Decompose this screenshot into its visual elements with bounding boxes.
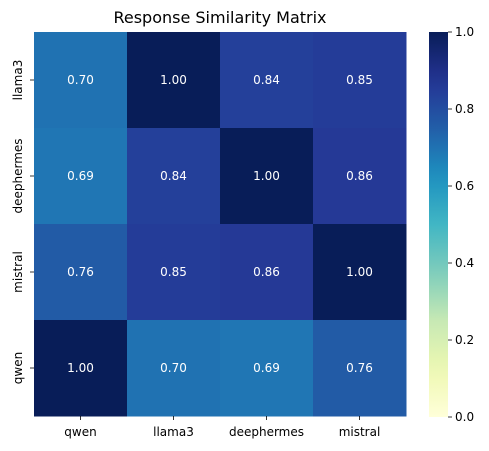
cell-value-label: 0.85 — [346, 73, 373, 87]
cell-value-label: 0.69 — [253, 361, 280, 375]
colorbar-tick-label: 1.0 — [455, 25, 474, 39]
cell-value-label: 0.86 — [346, 169, 373, 183]
heatmap-cells: 0.70 1.00 0.84 0.85 0.69 0.84 1.00 0.86 0.76 0.85… — [34, 32, 407, 417]
cell-value-label: 1.00 — [160, 73, 187, 87]
cell-value-label: 0.69 — [67, 169, 94, 183]
heatmap-cell — [313, 128, 407, 225]
y-tick-label: deephermes — [11, 138, 25, 213]
cell-value-label: 0.76 — [67, 265, 94, 279]
chart-title: Response Similarity Matrix — [113, 8, 326, 27]
colorbar — [429, 32, 448, 417]
y-tick-label: llama3 — [11, 60, 25, 101]
colorbar-tick-label: 0.4 — [455, 256, 474, 270]
y-axis: llama3 deephermes mistral qwen — [11, 60, 34, 384]
x-tick-label: qwen — [64, 425, 96, 439]
heatmap-cell — [313, 32, 407, 129]
y-tick-label: mistral — [11, 251, 25, 293]
colorbar-tick-label: 0.2 — [455, 333, 474, 347]
cell-value-label: 0.70 — [67, 73, 94, 87]
heatmap-cell — [220, 224, 314, 321]
x-tick-label: deephermes — [229, 425, 304, 439]
colorbar-tick-label: 0.0 — [455, 410, 474, 424]
x-tick-label: mistral — [339, 425, 381, 439]
x-tick-label: llama3 — [153, 425, 194, 439]
heatmap-cell — [220, 32, 314, 129]
heatmap-cell — [220, 128, 314, 225]
x-axis: qwen llama3 deephermes mistral — [64, 416, 380, 439]
y-tick-label: qwen — [11, 352, 25, 384]
cell-value-label: 0.70 — [160, 361, 187, 375]
cell-value-label: 0.84 — [160, 169, 187, 183]
heatmap-cell — [34, 224, 128, 321]
heatmap-cell — [313, 320, 407, 417]
cell-value-label: 0.86 — [253, 265, 280, 279]
heatmap-cell — [34, 320, 128, 417]
cell-value-label: 0.85 — [160, 265, 187, 279]
colorbar-ticks: 0.0 0.2 0.4 0.6 0.8 1.0 — [448, 25, 474, 424]
heatmap-cell — [127, 224, 221, 321]
cell-value-label: 1.00 — [346, 265, 373, 279]
heatmap-cell — [34, 32, 128, 129]
cell-value-label: 0.84 — [253, 73, 280, 87]
cell-value-label: 0.76 — [346, 361, 373, 375]
heatmap-cell — [127, 128, 221, 225]
heatmap-cell — [127, 320, 221, 417]
cell-value-label: 1.00 — [67, 361, 94, 375]
cell-value-label: 1.00 — [253, 169, 280, 183]
heatmap-cell — [34, 128, 128, 225]
colorbar-tick-label: 0.6 — [455, 179, 474, 193]
heatmap-cell — [313, 224, 407, 321]
heatmap-cell — [220, 320, 314, 417]
heatmap-cell — [127, 32, 221, 129]
colorbar-tick-label: 0.8 — [455, 102, 474, 116]
